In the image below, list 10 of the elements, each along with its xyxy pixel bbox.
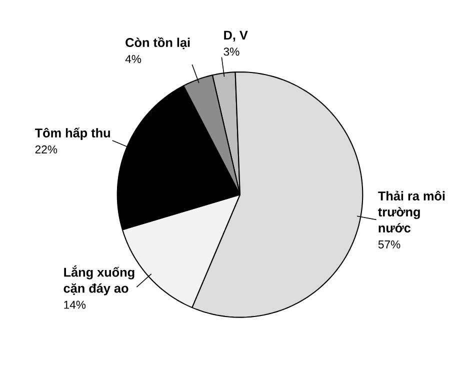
- data-label: 3%: [224, 48, 240, 56]
- data-label: 4%: [125, 55, 142, 63]
- slice-label: Thải ra môi trường nước: [378, 190, 445, 232]
- slice-label: Còn tồn lại: [126, 37, 190, 50]
- slice-label: D, V: [224, 30, 248, 42]
- data-label: 14%: [64, 300, 86, 309]
- data-label: 22%: [35, 145, 58, 154]
- slice-label: Lắng xuống cặn đáy ao: [64, 265, 134, 296]
- data-label: 57%: [378, 240, 400, 248]
- slice-label: Tôm hấp thu: [34, 128, 110, 140]
